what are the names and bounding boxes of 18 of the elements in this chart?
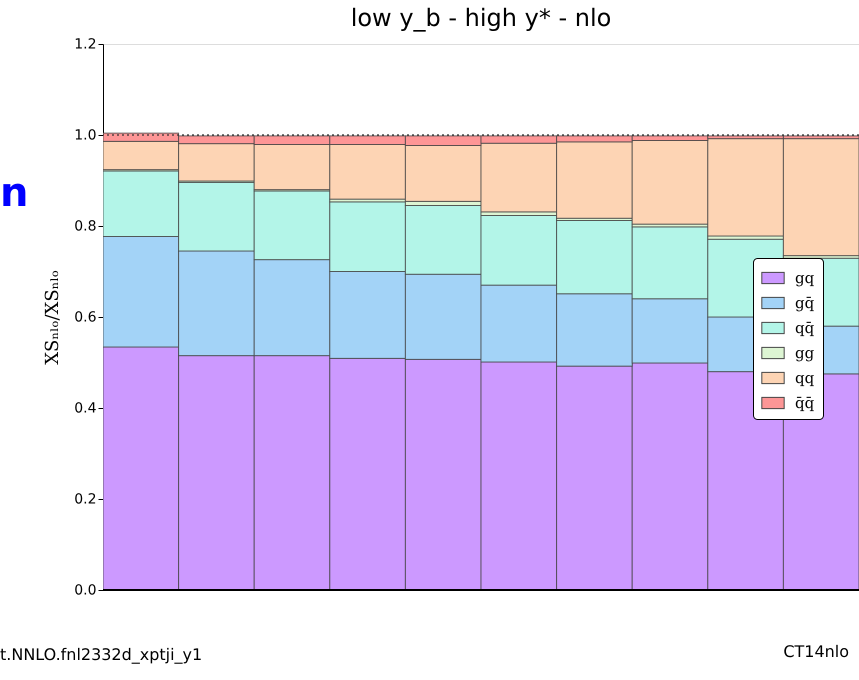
legend-label: gq xyxy=(795,269,815,287)
y-tick-label: 1.0 xyxy=(74,128,96,144)
legend-label: gg xyxy=(795,344,815,362)
y-axis-title: XSₙₗₒ/XSₙₗₒ xyxy=(42,270,64,365)
legend-label: q̄q̄ xyxy=(795,394,815,412)
legend-label: qq̄ xyxy=(795,319,815,337)
text: n xyxy=(0,170,28,216)
y-tick-label: 0.6 xyxy=(74,310,97,326)
text: t.NNLO.fnl2332d_xptji_y1 xyxy=(0,645,202,664)
legend-label: qq xyxy=(795,369,815,387)
text: CT14nlo xyxy=(783,642,849,661)
y-tick-label: 0.4 xyxy=(74,400,97,416)
y-tick-label: 0.0 xyxy=(74,582,96,598)
y-tick-label: 0.2 xyxy=(74,492,96,508)
y-tick-label: 1.2 xyxy=(74,36,96,52)
y-tick-label: 0.8 xyxy=(74,218,96,234)
chart-title: low y_b - high y* - nlo xyxy=(350,4,612,32)
legend-label: gq̄ xyxy=(795,294,815,312)
